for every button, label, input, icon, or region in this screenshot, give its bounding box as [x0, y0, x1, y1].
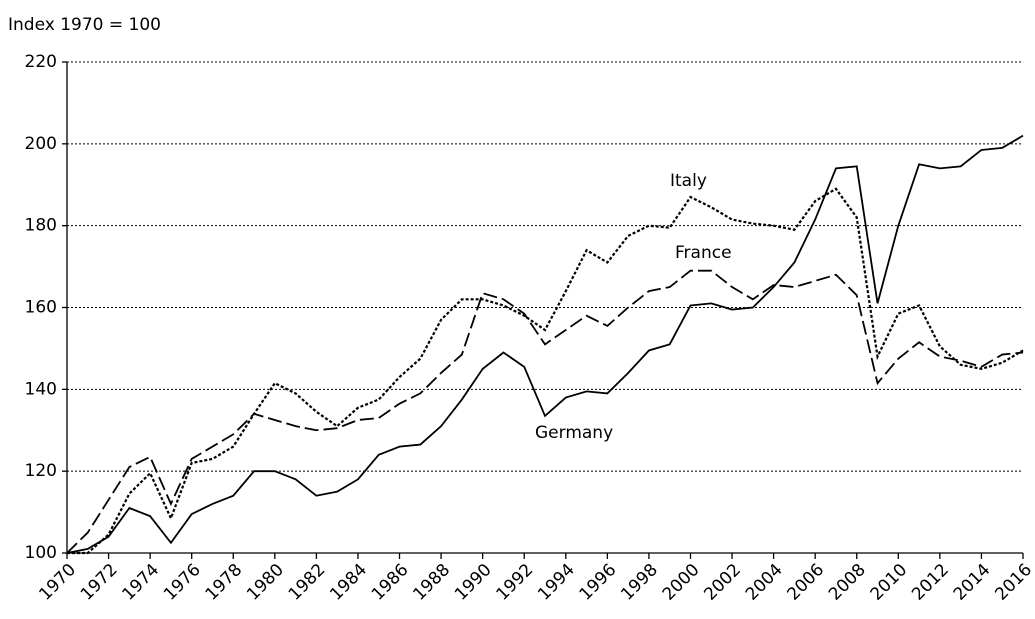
x-tick-label: 1990	[451, 560, 496, 605]
x-tick-label: 1976	[160, 560, 205, 605]
x-tick-label: 2004	[742, 560, 787, 605]
x-tick-label: 2006	[784, 560, 829, 605]
x-tick-label: 2002	[700, 560, 745, 605]
x-tick-label: 1972	[77, 560, 122, 605]
x-tick-label: 1992	[493, 560, 538, 605]
series-label: Germany	[535, 423, 613, 443]
x-tick-label: 2012	[908, 560, 953, 605]
x-tick-label: 2010	[867, 560, 912, 605]
x-tick-label: 1984	[326, 560, 371, 605]
y-tick-label: 120	[25, 461, 57, 481]
x-tick-label: 1988	[409, 560, 454, 605]
x-tick-label: 1978	[202, 560, 247, 605]
y-tick-label: 140	[25, 379, 57, 399]
x-tick-label: 2014	[950, 560, 995, 605]
x-tick-label: 1974	[118, 560, 163, 605]
series-label: France	[675, 243, 732, 263]
series-line	[66, 269, 1024, 554]
x-tick-label: 1986	[368, 560, 413, 605]
x-tick-label: 1970	[35, 560, 80, 605]
x-tick-label: 1980	[243, 560, 288, 605]
series-label: Italy	[670, 171, 707, 191]
x-tick-label: 2016	[991, 560, 1035, 605]
x-tick-label: 2008	[825, 560, 870, 605]
y-tick-label: 100	[25, 543, 57, 563]
x-tick-label: 2000	[659, 560, 704, 605]
x-tick-label: 1982	[285, 560, 330, 605]
y-axis-label: Index 1970 = 100	[8, 15, 161, 35]
series-line	[67, 187, 1024, 555]
y-tick-label: 220	[25, 52, 57, 72]
x-tick-label: 1998	[617, 560, 662, 605]
y-tick-label: 160	[25, 298, 57, 318]
x-tick-label: 1996	[576, 560, 621, 605]
y-tick-label: 200	[25, 134, 57, 154]
series-line	[66, 134, 1024, 554]
y-tick-label: 180	[25, 216, 57, 236]
x-tick-label: 1994	[534, 560, 579, 605]
